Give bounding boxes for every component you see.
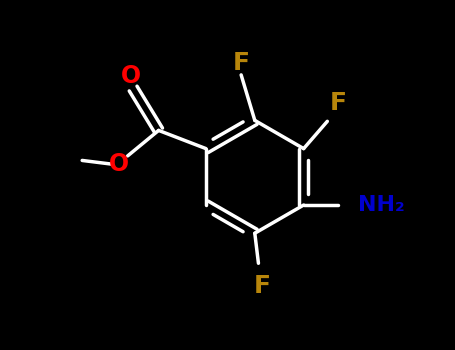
Text: F: F	[233, 51, 250, 75]
Text: O: O	[121, 64, 142, 88]
Text: F: F	[330, 91, 347, 115]
Text: NH₂: NH₂	[358, 195, 405, 215]
Text: F: F	[253, 274, 271, 298]
Text: O: O	[108, 152, 129, 176]
